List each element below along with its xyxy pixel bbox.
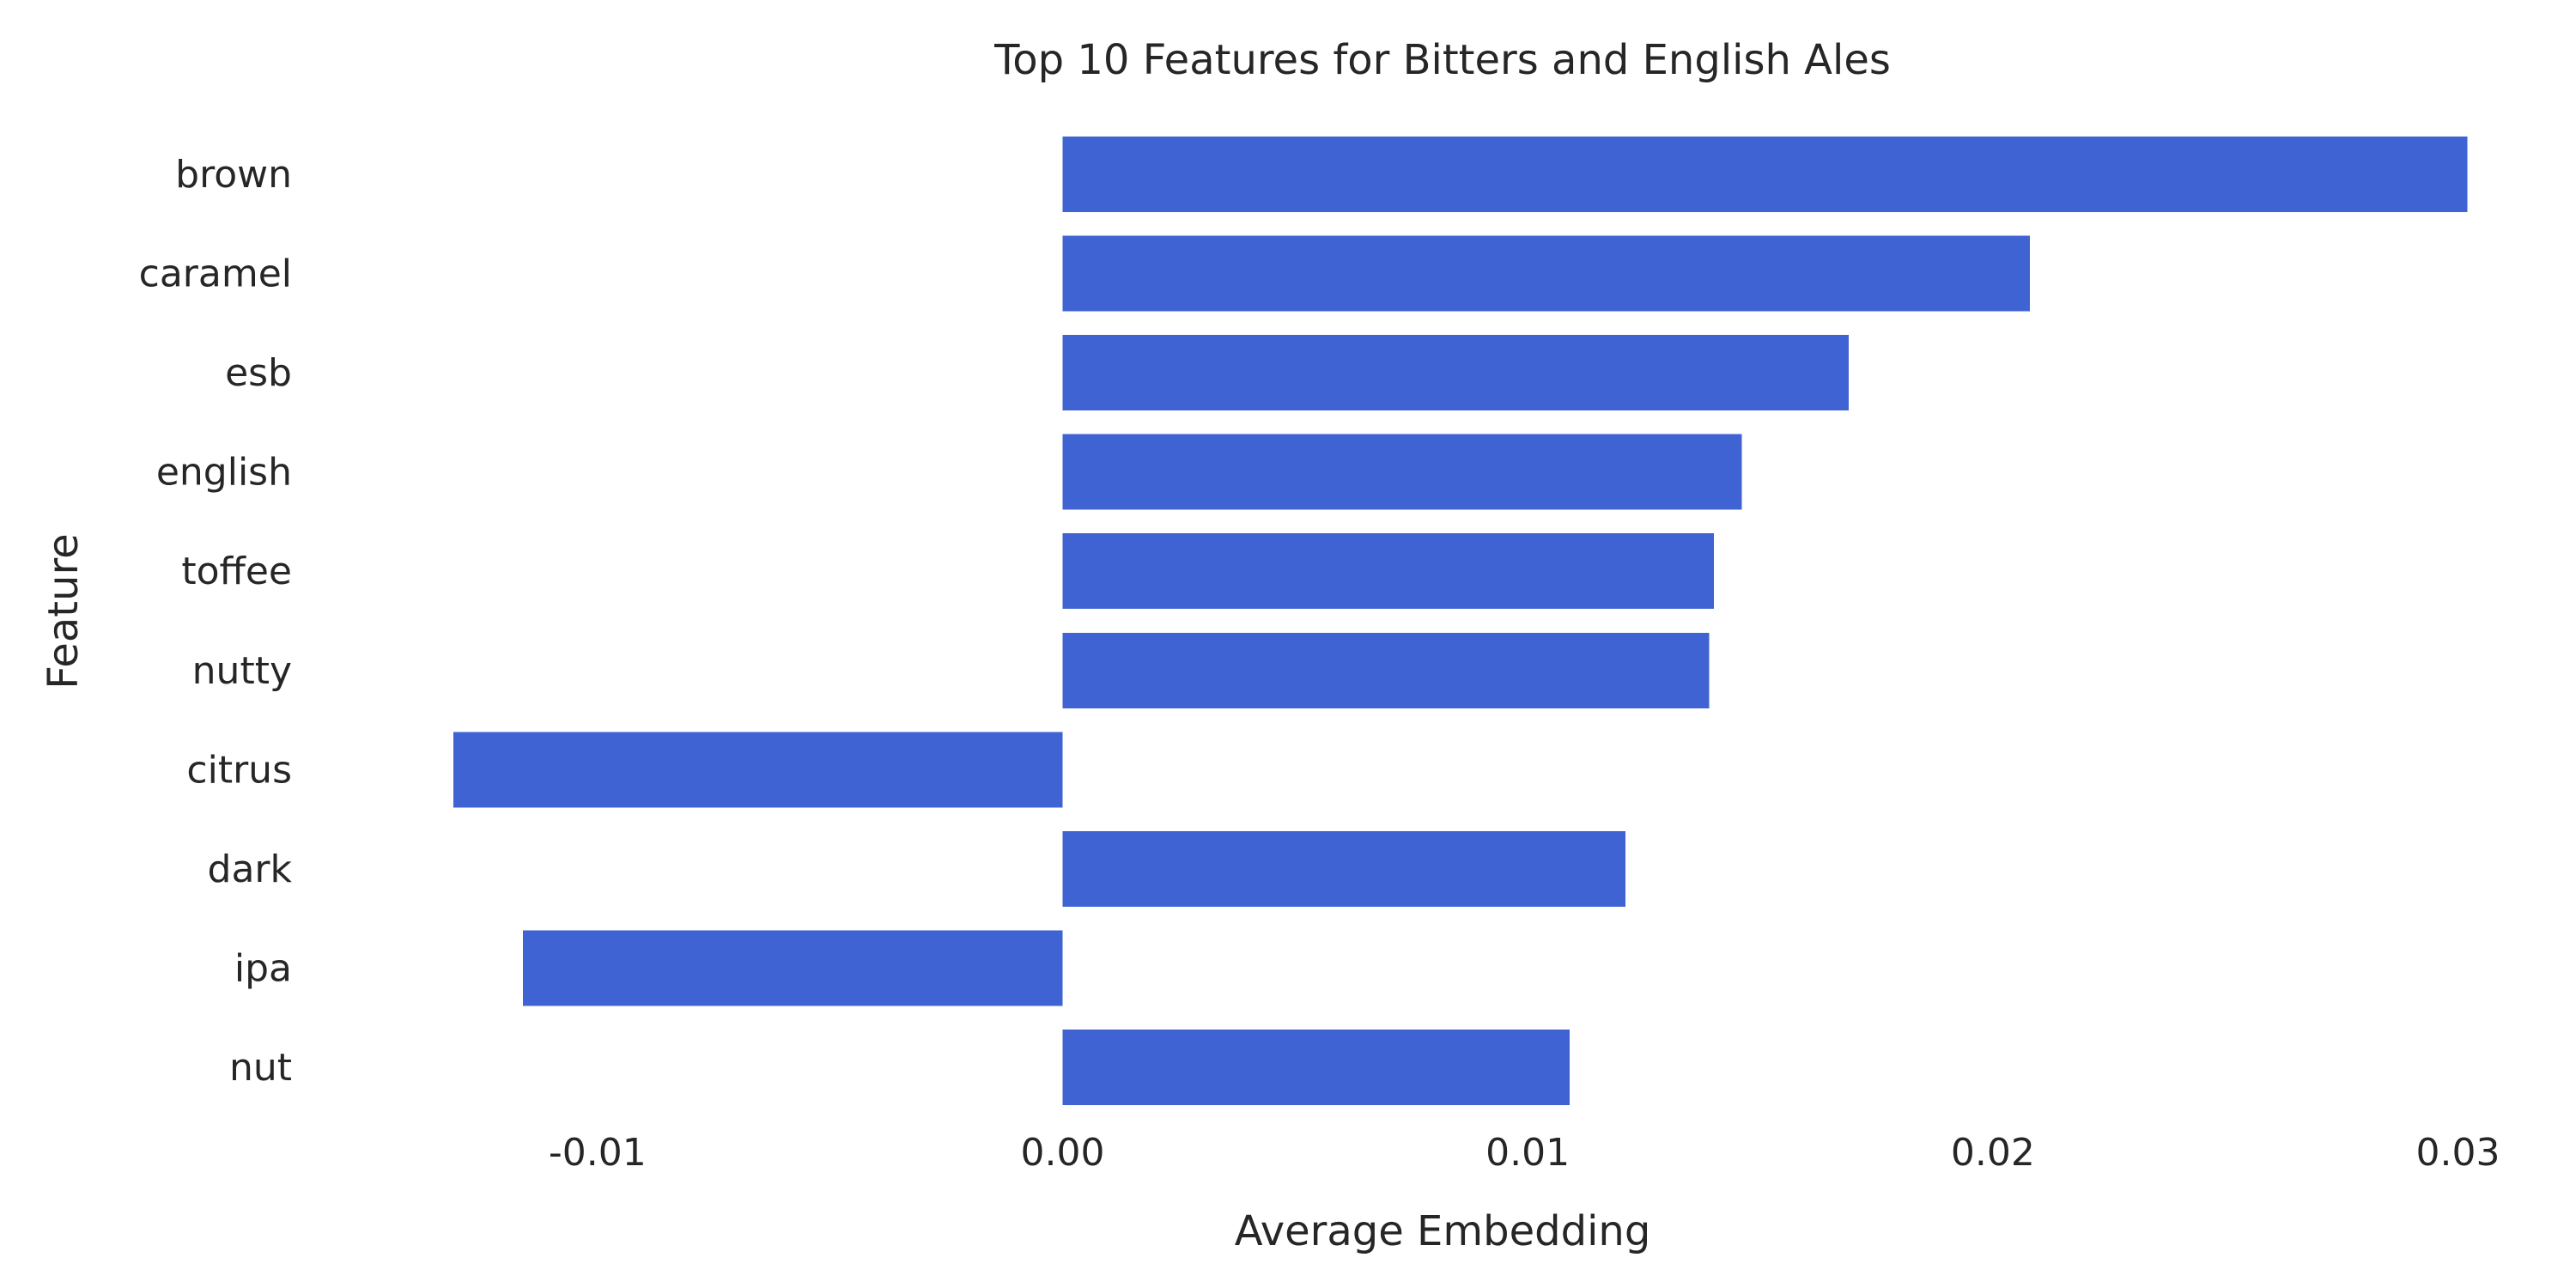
y-tick-label-dark: dark bbox=[208, 848, 293, 891]
y-tick-labels: brown caramel esb english toffee nutty citrus d… bbox=[139, 153, 293, 1090]
y-tick-label-esb: esb bbox=[225, 351, 292, 395]
x-tick-label: 0.02 bbox=[1951, 1131, 2035, 1175]
y-tick-label-ipa: ipa bbox=[234, 947, 292, 991]
bar-nutty bbox=[1062, 632, 1710, 708]
y-tick-label-citrus: citrus bbox=[186, 748, 292, 792]
chart-title: Top 10 Features for Bitters and English … bbox=[993, 36, 1891, 84]
bars-group bbox=[453, 136, 2468, 1106]
bar-nut bbox=[1062, 1030, 1570, 1106]
bar-esb bbox=[1062, 335, 1849, 410]
bar-citrus bbox=[453, 732, 1063, 808]
x-axis-label: Average Embedding bbox=[1235, 1207, 1651, 1255]
bar-brown bbox=[1062, 136, 2468, 212]
x-tick-labels: -0.01 0.00 0.01 0.02 0.03 bbox=[549, 1131, 2500, 1175]
y-tick-label-nut: nut bbox=[229, 1046, 292, 1090]
y-tick-label-toffee: toffee bbox=[181, 550, 292, 593]
bar-ipa bbox=[523, 930, 1063, 1006]
y-tick-label-nutty: nutty bbox=[192, 649, 292, 693]
bar-toffee bbox=[1062, 533, 1714, 610]
y-tick-label-brown: brown bbox=[175, 153, 292, 197]
bar-caramel bbox=[1062, 235, 2031, 312]
x-tick-label: -0.01 bbox=[549, 1131, 647, 1175]
y-tick-label-english: english bbox=[156, 451, 292, 495]
x-tick-label: 0.03 bbox=[2416, 1131, 2500, 1175]
y-axis-label: Feature bbox=[39, 533, 88, 689]
x-tick-label: 0.01 bbox=[1485, 1131, 1570, 1175]
bar-english bbox=[1062, 434, 1742, 510]
x-tick-label: 0.00 bbox=[1021, 1131, 1105, 1175]
y-tick-label-caramel: caramel bbox=[139, 252, 292, 295]
bar-dark bbox=[1062, 831, 1625, 907]
